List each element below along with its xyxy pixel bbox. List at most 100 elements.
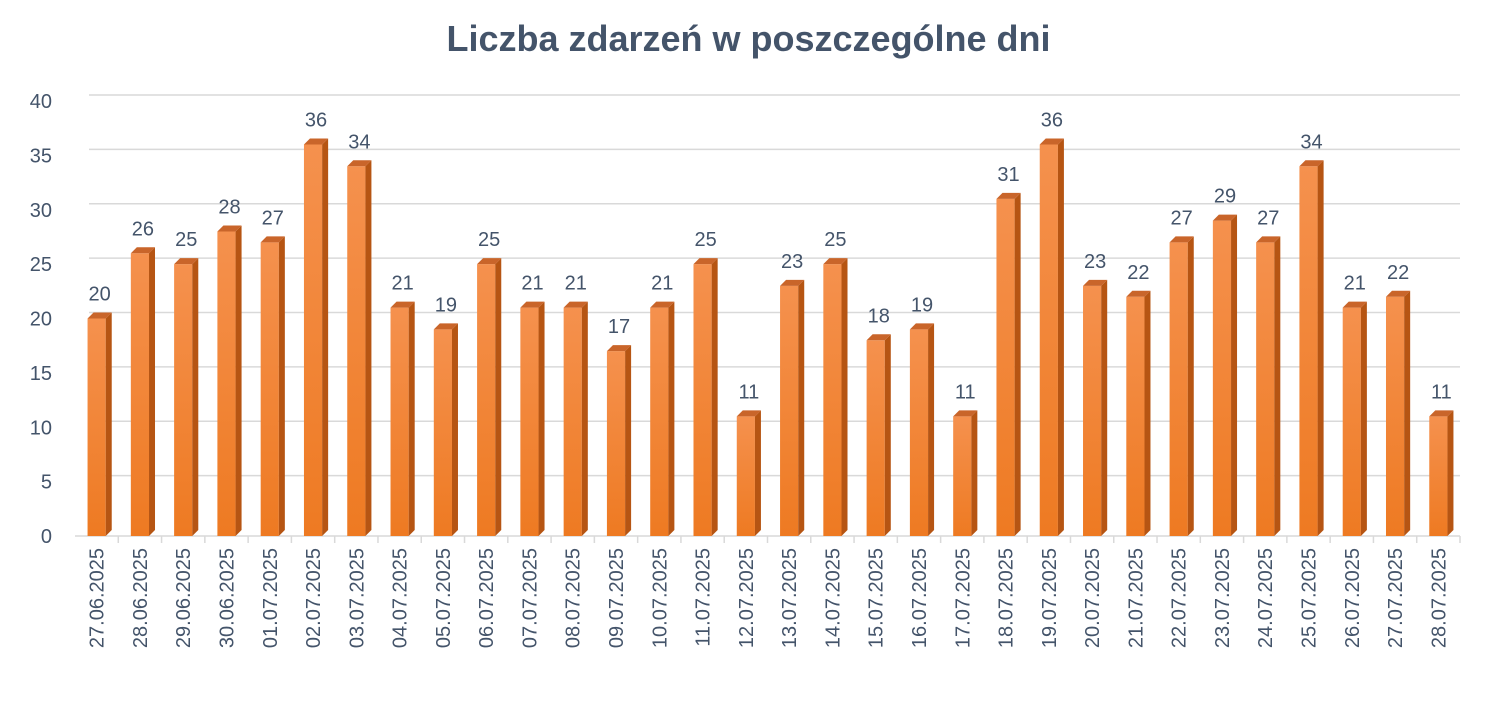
bar-front <box>390 307 409 536</box>
bar <box>520 301 545 536</box>
bar-side <box>625 345 632 536</box>
bar-top <box>1169 236 1194 243</box>
bar <box>347 160 372 536</box>
bar-side <box>192 258 199 536</box>
bar <box>1039 138 1064 536</box>
bar-side <box>971 410 978 536</box>
bar-top <box>1212 214 1238 221</box>
bar-front <box>1342 307 1361 536</box>
bar-side <box>1274 236 1281 536</box>
x-tick-label: 10.07.2025 <box>649 548 671 648</box>
chart-title: Liczba zdarzeń w poszczególne dni <box>446 18 1051 59</box>
gridlines <box>89 94 1460 477</box>
bar <box>1212 214 1238 536</box>
bar <box>433 323 458 536</box>
bar-side <box>841 258 848 536</box>
x-tick-label: 16.07.2025 <box>909 548 931 648</box>
data-label: 21 <box>391 273 413 295</box>
bar-side <box>1317 160 1324 536</box>
data-label: 19 <box>435 294 457 316</box>
x-tick-label: 26.07.2025 <box>1342 548 1364 648</box>
x-tick-label: 15.07.2025 <box>866 548 888 648</box>
data-label: 36 <box>305 110 327 132</box>
x-tick-label: 28.06.2025 <box>130 548 152 648</box>
bar <box>1342 301 1367 536</box>
bar-side <box>1447 410 1454 536</box>
data-label: 31 <box>997 164 1019 186</box>
bar <box>650 301 675 536</box>
bar-top <box>1256 236 1281 243</box>
bar-top <box>520 301 545 308</box>
bar-top <box>736 410 761 417</box>
x-tick-label: 04.07.2025 <box>390 548 412 648</box>
bar-front <box>1083 285 1102 536</box>
bar-side <box>928 323 935 536</box>
bar-side <box>711 258 718 536</box>
data-label: 19 <box>911 294 933 316</box>
bar <box>953 410 978 536</box>
bar-front <box>1429 416 1448 536</box>
bar-front <box>87 318 106 536</box>
bar-front <box>1212 220 1232 536</box>
bar-front <box>693 264 712 536</box>
bar <box>1256 236 1281 536</box>
x-tick-label: 07.07.2025 <box>519 548 541 648</box>
bar <box>909 323 935 536</box>
data-label: 21 <box>521 273 543 295</box>
x-tick-label: 17.07.2025 <box>952 548 974 648</box>
bar <box>1299 160 1324 536</box>
bar-front <box>1256 242 1275 536</box>
data-label: 27 <box>1171 207 1193 229</box>
bar-top <box>1299 160 1324 167</box>
bar-top <box>433 323 458 330</box>
bar-side <box>798 279 805 536</box>
bar-front <box>477 264 496 536</box>
bar-top <box>130 247 156 254</box>
bar-side <box>278 236 285 536</box>
data-label: 18 <box>868 305 890 327</box>
data-label: 11 <box>1431 381 1452 403</box>
bar-side <box>1360 301 1367 536</box>
bar <box>130 247 156 536</box>
bar <box>1083 279 1108 536</box>
bar <box>217 225 242 536</box>
x-tick-label: 25.07.2025 <box>1299 548 1321 648</box>
y-tick-label: 5 <box>41 472 52 494</box>
bar-front <box>1126 296 1145 536</box>
bar-top <box>1039 138 1064 145</box>
data-label: 34 <box>348 131 370 153</box>
bar-front <box>520 307 539 536</box>
bar <box>390 301 415 536</box>
data-label: 21 <box>651 273 673 295</box>
y-tick-label: 0 <box>41 526 52 548</box>
bar-front <box>1169 242 1188 536</box>
bar-front <box>260 242 279 536</box>
bar-side <box>365 160 372 536</box>
y-tick-label: 40 <box>30 91 52 113</box>
bar-side <box>754 410 761 536</box>
data-label: 27 <box>262 207 284 229</box>
data-label: 29 <box>1214 186 1236 208</box>
x-tick-label: 09.07.2025 <box>606 548 628 648</box>
data-label: 21 <box>1344 273 1366 295</box>
bar-front <box>909 329 929 536</box>
x-tick-label: 05.07.2025 <box>433 548 455 648</box>
bar-side <box>451 323 458 536</box>
bar <box>563 301 588 536</box>
data-label: 28 <box>218 197 240 219</box>
x-tick-label: 30.06.2025 <box>216 548 238 648</box>
bar-top <box>477 258 502 265</box>
data-label: 27 <box>1257 207 1279 229</box>
bar-top <box>606 345 632 352</box>
bar-front <box>1385 296 1405 536</box>
bar-top <box>303 138 329 145</box>
bar-front <box>606 351 626 536</box>
x-tick-label: 28.07.2025 <box>1428 548 1450 648</box>
bar-side <box>495 258 502 536</box>
bar-top <box>563 301 588 308</box>
data-label: 25 <box>175 229 197 251</box>
x-tick-label: 29.06.2025 <box>173 548 195 648</box>
x-tick-label: 20.07.2025 <box>1082 548 1104 648</box>
bar-top <box>217 225 242 232</box>
